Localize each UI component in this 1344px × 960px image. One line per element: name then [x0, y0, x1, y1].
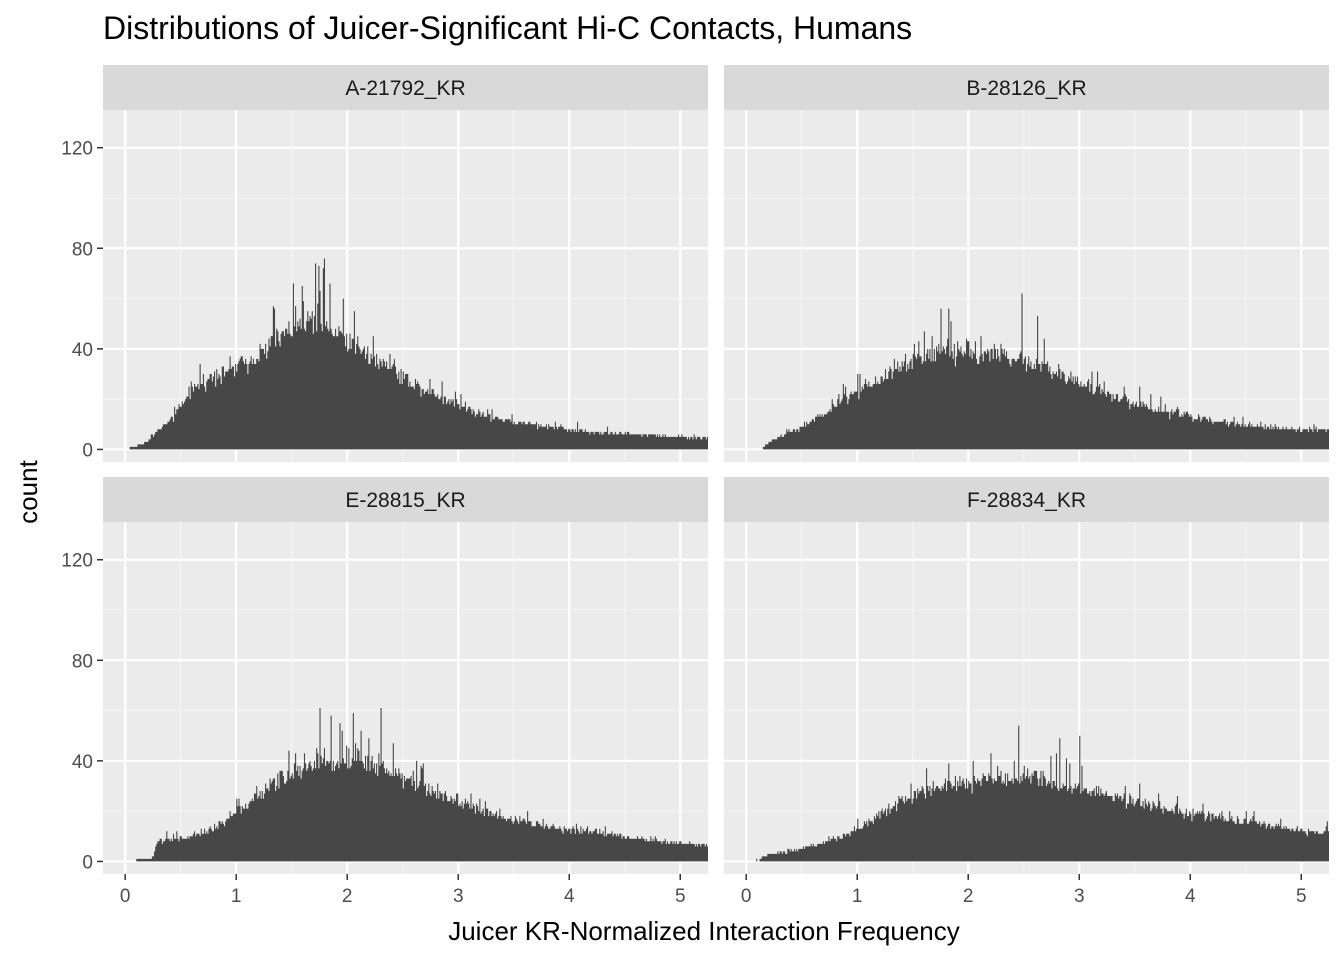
facet-panel: B-28126_KR: [724, 65, 1329, 462]
y-tick-label: 0: [82, 852, 93, 873]
chart-title: Distributions of Juicer-Significant Hi-C…: [103, 10, 912, 46]
histogram-bars: [136, 708, 708, 862]
facet-panels: A-21792_KR04080120B-28126_KRE-28815_KR04…: [61, 65, 1329, 907]
facet-strip-label: A-21792_KR: [345, 77, 465, 100]
facet-strip-label: E-28815_KR: [345, 489, 465, 512]
y-tick-label: 80: [72, 239, 93, 260]
x-tick-label: 5: [675, 886, 686, 907]
y-tick-label: 40: [72, 752, 93, 773]
x-tick-label: 5: [1296, 886, 1307, 907]
x-tick-label: 1: [231, 886, 242, 907]
facet-panel: F-28834_KR 0 1 2 3 4 5: [724, 477, 1329, 907]
y-tick-label: 40: [72, 340, 93, 361]
histogram-bars: [129, 258, 708, 450]
facet-strip-label: B-28126_KR: [966, 77, 1086, 100]
x-tick-label: 0: [120, 886, 131, 907]
facet-strip: [724, 477, 1329, 522]
histogram-bar-series: [762, 293, 1329, 450]
histogram-bar-series: [129, 258, 708, 450]
x-tick-label: 2: [342, 886, 353, 907]
x-tick-label: 2: [963, 886, 974, 907]
histogram-bar-series: [756, 725, 1329, 862]
facet-strip-label: F-28834_KR: [967, 489, 1086, 512]
facet-strip: [103, 477, 708, 522]
histogram-bars: [756, 725, 1329, 862]
y-tick-label: 80: [72, 651, 93, 672]
facet-panel: E-28815_KR 0 40 80 120 0 1 2 3 4 5: [61, 477, 708, 907]
facet-strip: [724, 65, 1329, 110]
y-tick-label: 120: [61, 551, 93, 572]
y-axis-title: count: [13, 459, 43, 523]
x-axis-title: Juicer KR-Normalized Interaction Frequen…: [448, 916, 960, 946]
facet-panel: A-21792_KR 0 40 80 120: [61, 65, 708, 462]
y-tick-label: 120: [61, 139, 93, 160]
x-tick-label: 3: [1074, 886, 1085, 907]
facet-strip: [103, 65, 708, 110]
histogram-bars: [762, 293, 1329, 450]
x-tick-label: 4: [1185, 886, 1196, 907]
x-tick-label: 3: [453, 886, 464, 907]
x-tick-label: 0: [741, 886, 752, 907]
x-tick-label: 1: [852, 886, 863, 907]
histogram-bar-series: [136, 708, 708, 862]
x-tick-label: 4: [564, 886, 575, 907]
y-tick-label: 0: [82, 440, 93, 461]
